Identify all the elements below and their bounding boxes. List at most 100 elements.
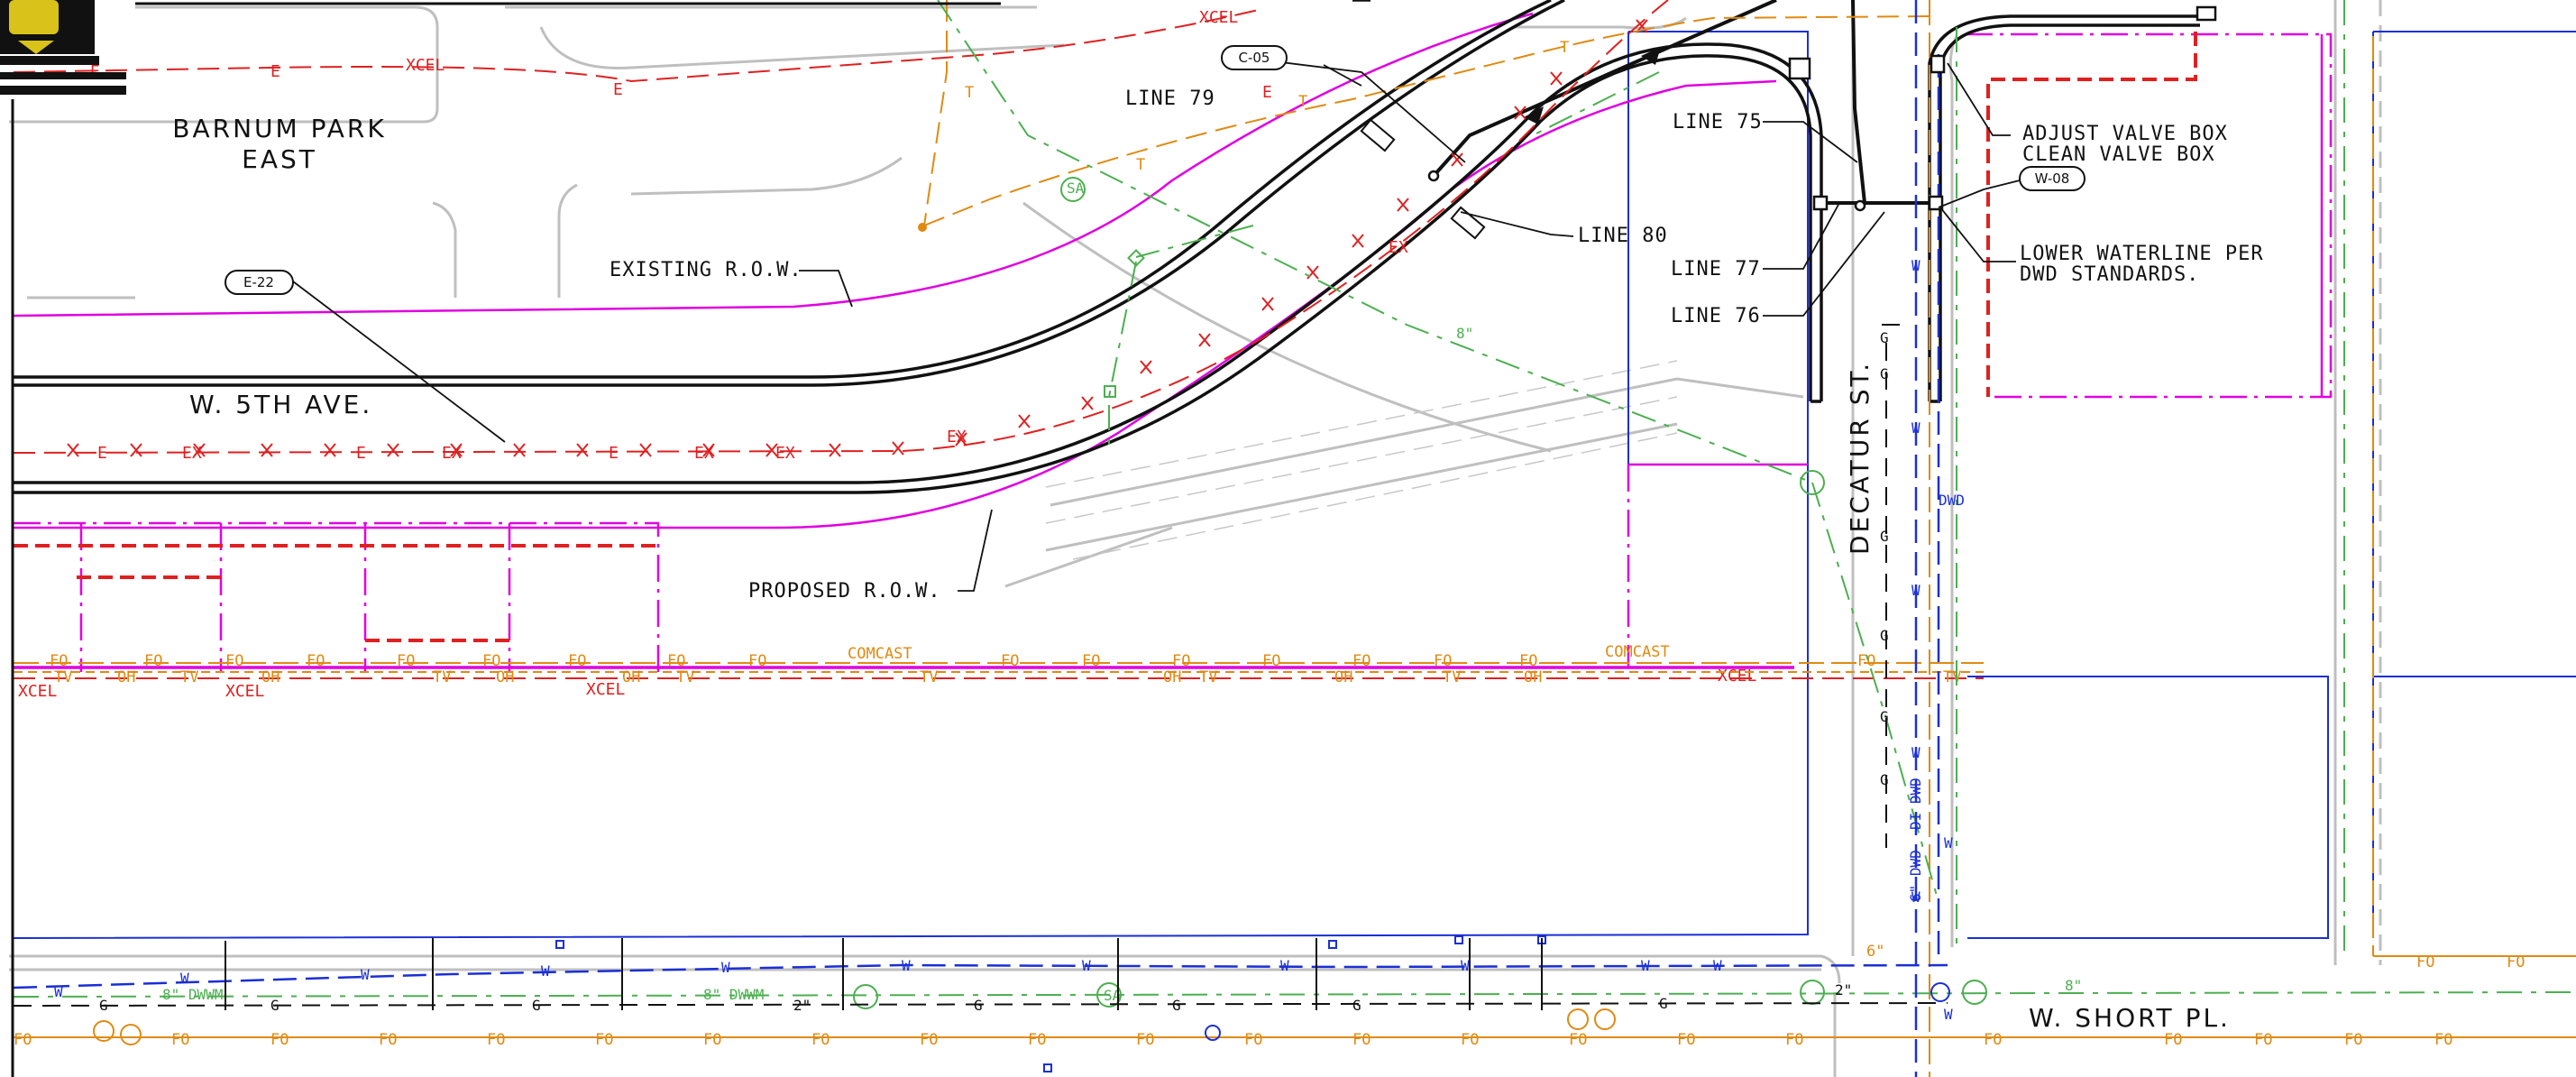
svg-text:OH: OH: [1524, 668, 1542, 686]
svg-text:W: W: [902, 957, 911, 974]
svg-text:W: W: [1641, 957, 1650, 974]
svg-text:FO: FO: [811, 1031, 830, 1049]
svg-text:FO: FO: [2254, 1031, 2272, 1049]
svg-text:W: W: [54, 983, 63, 1000]
proposed-boundary: [14, 32, 2197, 642]
svg-text:8" DWWM: 8" DWWM: [703, 986, 764, 1003]
svg-text:W: W: [1944, 1006, 1953, 1023]
svg-text:G: G: [1880, 627, 1889, 644]
svg-text:FO: FO: [1262, 652, 1280, 670]
svg-text:W: W: [1713, 957, 1722, 974]
svg-text:FO: FO: [703, 1031, 721, 1049]
svg-text:FO: FO: [2416, 953, 2434, 971]
street-w-5th-ave: W. 5TH AVE.: [189, 390, 372, 419]
water-text: W W W W W W W W W W W W W W W W DWD W W: [54, 257, 1965, 1023]
svg-text:FO: FO: [1785, 1031, 1803, 1049]
svg-text:OH: OH: [622, 668, 640, 686]
line-75-label: LINE 75: [1673, 111, 1763, 133]
svg-text:FO: FO: [225, 652, 243, 670]
svg-text:W: W: [721, 959, 730, 976]
svg-text:W: W: [1911, 888, 1921, 906]
svg-text:FO: FO: [1001, 652, 1019, 670]
svg-text:EX: EX: [694, 444, 714, 463]
svg-text:2": 2": [1835, 981, 1852, 999]
svg-text:W: W: [1944, 834, 1953, 851]
svg-text:TV: TV: [1443, 668, 1461, 686]
svg-text:FO: FO: [50, 652, 68, 670]
svg-text:FO: FO: [171, 1031, 189, 1049]
svg-text:2": 2": [793, 997, 811, 1014]
svg-text:EX: EX: [1389, 238, 1408, 257]
svg-text:FO: FO: [2434, 1031, 2452, 1049]
svg-text:FO: FO: [1461, 1031, 1479, 1049]
lower-waterline-note-1: LOWER WATERLINE PER: [2020, 243, 2264, 265]
svg-text:FO: FO: [482, 652, 500, 670]
svg-text:EX: EX: [775, 444, 795, 463]
svg-text:E: E: [613, 80, 623, 99]
telecom-node: [918, 223, 927, 232]
svg-text:E: E: [356, 444, 366, 463]
svg-text:W: W: [1082, 957, 1091, 974]
svg-text:OH: OH: [261, 668, 280, 686]
svg-text:FO: FO: [920, 1031, 938, 1049]
svg-text:XCEL: XCEL: [406, 56, 445, 75]
svg-text:FO: FO: [1569, 1031, 1587, 1049]
street-decatur: DECATUR ST.: [1845, 361, 1875, 555]
svg-text:SA: SA: [1104, 987, 1122, 1004]
svg-text:8": 8": [2065, 977, 2082, 994]
svg-text:E: E: [270, 62, 280, 81]
svg-text:G: G: [1880, 708, 1889, 725]
call-811-logo: [0, 0, 126, 95]
adjust-valve-box-note: ADJUST VALVE BOX: [2022, 123, 2228, 145]
svg-text:G: G: [532, 997, 541, 1014]
svg-text:OH: OH: [1334, 668, 1352, 686]
svg-text:W: W: [361, 966, 370, 983]
svg-text:XCEL: XCEL: [1718, 667, 1757, 686]
svg-text:FO: FO: [379, 1031, 397, 1049]
svg-text:8" DWWM: 8" DWWM: [162, 986, 223, 1003]
svg-text:FO: FO: [2164, 1031, 2182, 1049]
svg-text:TV: TV: [1943, 668, 1961, 686]
svg-text:OH: OH: [1163, 668, 1181, 686]
flow-arrow-1: [1524, 106, 1544, 124]
roadway-curb: [14, 0, 2200, 494]
sheet-border: [11, 2, 1001, 1077]
svg-text:E-22: E-22: [243, 274, 274, 290]
pipe-cap-markers: [1360, 118, 1486, 240]
svg-text:FO: FO: [1082, 652, 1100, 670]
svg-text:FO: FO: [14, 1031, 32, 1049]
proposed-row-label: PROPOSED R.O.W.: [748, 580, 941, 603]
svg-text:T: T: [1136, 156, 1145, 174]
sanitary-markers: [853, 177, 1987, 1009]
line-77-label: LINE 77: [1671, 258, 1761, 281]
flow-arrow-2: [1641, 47, 1661, 65]
callout-c05: C-05: [1221, 45, 1288, 70]
svg-text:XCEL: XCEL: [225, 682, 265, 701]
svg-text:G: G: [1880, 329, 1889, 346]
svg-text:W: W: [1461, 957, 1470, 974]
svg-text:E: E: [609, 444, 619, 463]
svg-text:FO: FO: [487, 1031, 505, 1049]
svg-text:W: W: [180, 970, 189, 987]
gas-ticks: [225, 938, 1543, 1010]
svg-text:C-05: C-05: [1239, 50, 1270, 66]
svg-text:E: E: [1262, 83, 1272, 102]
svg-text:FO: FO: [1352, 1031, 1371, 1049]
telecom-text: FO FO FO FO FO FO FO FO FO COMCAST FO FO…: [14, 39, 2525, 1049]
svg-text:FO: FO: [1136, 1031, 1154, 1049]
svg-text:EX: EX: [442, 444, 462, 463]
gas-lines: [13, 324, 1948, 1007]
svg-text:G: G: [1880, 771, 1889, 788]
electric-x-marks: [67, 19, 1648, 457]
line-79-label: LINE 79: [1125, 87, 1215, 110]
svg-text:TV: TV: [676, 668, 694, 686]
svg-text:FO: FO: [1434, 652, 1452, 670]
callout-e22: E-22: [225, 270, 294, 295]
svg-text:T: T: [1298, 93, 1307, 111]
telecom-lines: [14, 0, 2576, 1077]
electric-lines: [13, 0, 1984, 679]
park-name-line2: EAST: [242, 144, 317, 174]
svg-text:G: G: [1880, 365, 1889, 382]
svg-text:G: G: [1172, 997, 1181, 1014]
svg-text:FO: FO: [1244, 1031, 1262, 1049]
